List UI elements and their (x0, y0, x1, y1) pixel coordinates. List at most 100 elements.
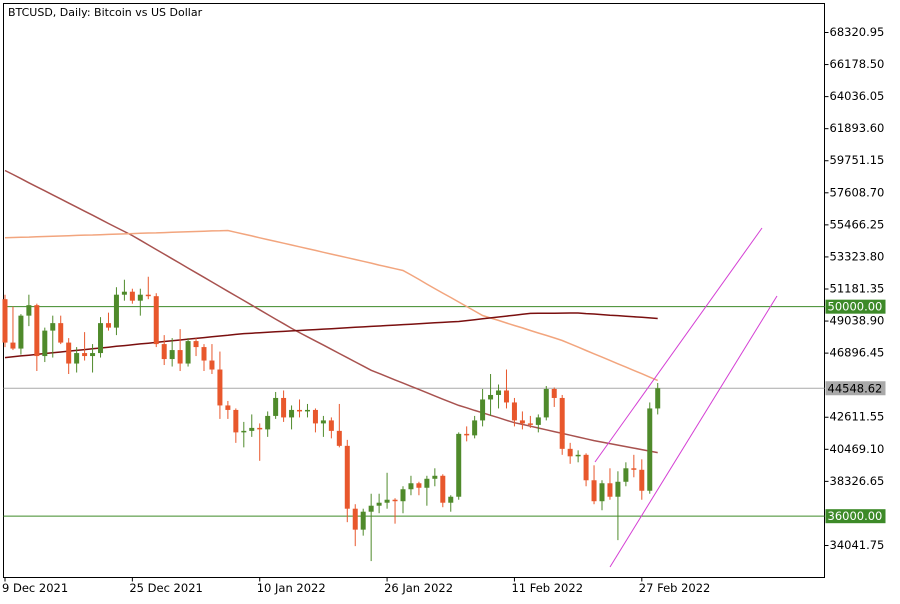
candle-body (66, 342, 72, 364)
candle-body (535, 417, 541, 425)
y-tick-label: 34041.75 (830, 538, 885, 552)
candle-body (304, 409, 310, 412)
candle-body (400, 489, 406, 502)
y-tick-label: 68320.95 (830, 25, 885, 39)
y-tick-label: 64036.05 (830, 89, 885, 103)
candle-body (161, 344, 167, 360)
candle-body (464, 433, 470, 436)
candle-body (368, 505, 374, 512)
candle-body (496, 390, 502, 395)
level-label-box (825, 299, 886, 314)
moving-average (4, 229, 658, 382)
level-label: 44548.62 (828, 381, 883, 395)
candle-body (137, 294, 143, 301)
candle-body (74, 353, 80, 364)
candle-body (599, 483, 605, 502)
candle-body (169, 350, 175, 360)
candle-body (18, 315, 24, 349)
candle-body (42, 330, 48, 357)
plot-frame (3, 3, 825, 578)
candle-body (201, 347, 207, 361)
level-label-box (825, 509, 886, 524)
candle-body (289, 409, 295, 418)
y-tick-label: 42611.55 (830, 410, 885, 424)
candle-body (121, 291, 127, 295)
chart-title: BTCUSD, Daily: Bitcoin vs US Dollar (8, 6, 203, 19)
level-label-box (825, 381, 886, 396)
candle-body (543, 388, 549, 418)
y-tick-label: 55466.25 (830, 217, 885, 231)
candle-body (392, 499, 398, 502)
y-tick-label: 59751.15 (830, 153, 885, 167)
candle-body (559, 397, 565, 449)
candle-body (233, 409, 239, 433)
y-tick-label: 66178.50 (830, 57, 885, 71)
candle-body (177, 350, 183, 364)
candle-body (312, 409, 318, 424)
x-tick-label: 25 Dec 2021 (129, 581, 202, 595)
x-tick-label: 9 Dec 2021 (2, 581, 68, 595)
candle-body (105, 323, 111, 328)
candle-body (241, 430, 247, 433)
y-tick-label: 46896.45 (830, 346, 885, 360)
candle-body (456, 433, 462, 497)
candle-body (257, 427, 263, 430)
candle-body (34, 305, 40, 357)
candle-body (631, 468, 637, 470)
x-tick-label: 26 Jan 2022 (384, 581, 453, 595)
candle-body (360, 511, 366, 530)
x-tick-label: 27 Feb 2022 (639, 581, 711, 595)
candle-body (655, 388, 661, 409)
candle-body (328, 420, 334, 431)
candle-body (615, 481, 621, 497)
candle-body (448, 496, 454, 503)
candle-body (376, 502, 382, 506)
candle-body (217, 369, 223, 406)
candle-body (575, 454, 581, 457)
candle-body (511, 402, 517, 421)
candle-body (639, 469, 645, 491)
candle-body (408, 483, 414, 490)
candle-body (320, 420, 326, 424)
candle-body (225, 405, 231, 410)
y-tick-label: 38326.65 (830, 474, 885, 488)
candle-body (113, 294, 119, 328)
candle-body (344, 445, 350, 509)
candle-body (488, 394, 494, 400)
candle-body (336, 430, 342, 446)
y-tick-label: 57608.70 (830, 185, 885, 199)
candle-body (607, 483, 613, 497)
x-tick-label: 10 Jan 2022 (257, 581, 326, 595)
candle-body (440, 475, 446, 503)
candle-body (193, 341, 199, 348)
candle-body (472, 420, 478, 436)
candle-body (273, 397, 279, 416)
candle-body (82, 353, 88, 357)
candle-body (98, 323, 104, 354)
candle-body (50, 323, 56, 331)
y-tick-label: 49038.90 (830, 314, 885, 328)
channel-lower (609, 295, 778, 568)
candle-body (249, 427, 255, 431)
candle-body (145, 294, 151, 297)
candle-body (567, 448, 573, 457)
candle-body (352, 508, 358, 530)
y-tick-label: 40469.10 (830, 442, 885, 456)
y-tick-label: 61893.60 (830, 121, 885, 135)
level-label: 36000.00 (828, 509, 883, 523)
candle-body (90, 353, 96, 357)
moving-average (4, 312, 658, 359)
candle-body (384, 499, 390, 503)
candle-body (416, 483, 422, 488)
candle-body (209, 360, 215, 370)
candle-body (647, 408, 653, 491)
candle-body (503, 390, 509, 403)
candle-body (10, 342, 16, 349)
candle-body (432, 475, 438, 479)
candle-body (583, 454, 589, 481)
y-tick-label: 53323.80 (830, 249, 885, 263)
candle-body (265, 415, 271, 430)
candle-body (623, 468, 629, 482)
